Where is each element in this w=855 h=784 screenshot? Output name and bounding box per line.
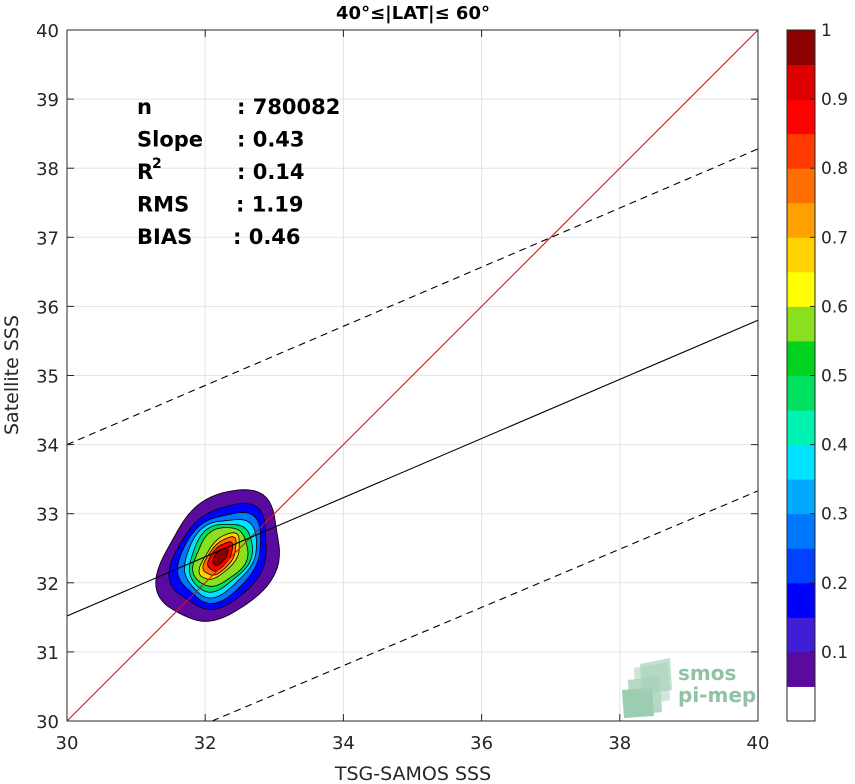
stat-value-0: : 780082 [237,95,340,119]
y-tick-label-5: 35 [36,367,59,388]
y-tick-label-3: 33 [36,505,59,526]
colorbar-segment-4 [787,548,815,584]
colorbar-segment-13 [787,237,815,273]
y-tick-label-10: 40 [36,21,59,42]
density-contours [155,489,280,622]
x-tick-label-1: 32 [194,733,217,754]
stat-label-2: R [137,160,153,184]
x-axis-label: TSG-SAMOS SSS [334,763,491,784]
chart-title: 40°≤|LAT|≤ 60° [336,3,490,24]
colorbar-segment-12 [787,271,815,307]
lower_band-line [211,490,759,722]
y-tick-label-6: 36 [36,297,59,318]
stat-value-4: : 0.46 [233,225,301,249]
colorbar-segment-1 [787,651,815,687]
x-tick-label-2: 34 [332,733,355,754]
stat-label-1: Slope [137,128,203,152]
colorbar-segment-7 [787,444,815,480]
colorbar-tick-label-7: 0.8 [821,159,848,179]
y-tick-label-9: 39 [36,90,59,111]
logo-line2: pi-mep [678,683,756,707]
colorbar-tick-label-0: 0.1 [821,643,848,663]
colorbar-segment-0 [787,686,815,722]
logo-line1: smos [678,661,736,685]
y-axis-ticks: 30 31 32 33 34 35 36 37 38 39 40 [36,21,758,733]
colorbar-segment-14 [787,202,815,238]
colorbar-tick-label-6: 0.7 [821,228,848,248]
colorbar-segment-9 [787,375,815,411]
logo-graphic-icon [622,658,672,718]
stat-label-sup-2: 2 [152,156,162,172]
colorbar-segment-19 [787,30,815,66]
colorbar-segment-15 [787,168,815,204]
colorbar-tick-label-9: 1 [821,21,832,41]
colorbar-segment-16 [787,133,815,169]
y-tick-label-2: 32 [36,574,59,595]
colorbar-segment-5 [787,513,815,549]
colorbar-segment-3 [787,582,815,618]
y-tick-label-1: 31 [36,643,59,664]
y-axis-label: Satellite SSS [1,315,23,435]
colorbar-tick-label-4: 0.5 [821,367,848,387]
colorbar-tick-label-5: 0.6 [821,297,848,317]
colorbar-segment-8 [787,410,815,446]
x-tick-label-5: 40 [747,733,770,754]
x-tick-label-4: 38 [608,733,631,754]
x-axis-ticks: 30 32 34 36 38 40 [56,30,770,754]
colorbar-tick-label-1: 0.2 [821,574,848,594]
colorbar-segment-10 [787,340,815,376]
y-tick-label-8: 38 [36,159,59,180]
stats-box: n : 780082 Slope : 0.43 R2 : 0.14 RMS : 1.19 BIA… [137,95,340,249]
colorbar-segment-18 [787,64,815,100]
colorbar-segment-11 [787,306,815,342]
colorbar-tick-label-8: 0.9 [821,90,848,110]
colorbar-segment-6 [787,479,815,515]
stat-label-0: n [137,95,152,119]
colorbar: 0.1 0.2 0.3 0.4 0.5 0.6 0.7 0.8 0.9 1 [786,21,848,722]
stat-value-3: : 1.19 [236,193,304,217]
colorbar-segment-2 [787,617,815,653]
colorbar-tick-label-2: 0.3 [821,505,848,525]
stat-label-3: RMS [137,193,189,217]
x-tick-label-0: 30 [56,733,79,754]
stat-value-1: : 0.43 [237,128,305,152]
identity-line [66,29,759,722]
colorbar-tick-label-3: 0.4 [821,436,848,456]
x-tick-label-3: 36 [470,733,493,754]
stat-label-4: BIAS [137,225,192,249]
regression-line [66,319,759,617]
smos-pi-mep-logo: smos pi-mep [622,658,756,718]
stat-value-2: : 0.14 [237,160,305,184]
y-tick-label-7: 37 [36,228,59,249]
y-tick-label-4: 34 [36,436,59,457]
fit-lines [66,29,759,722]
upper_band-line [66,148,759,446]
y-tick-label-0: 30 [36,712,59,733]
contour-level-9 [212,547,229,567]
colorbar-segment-17 [787,99,815,135]
